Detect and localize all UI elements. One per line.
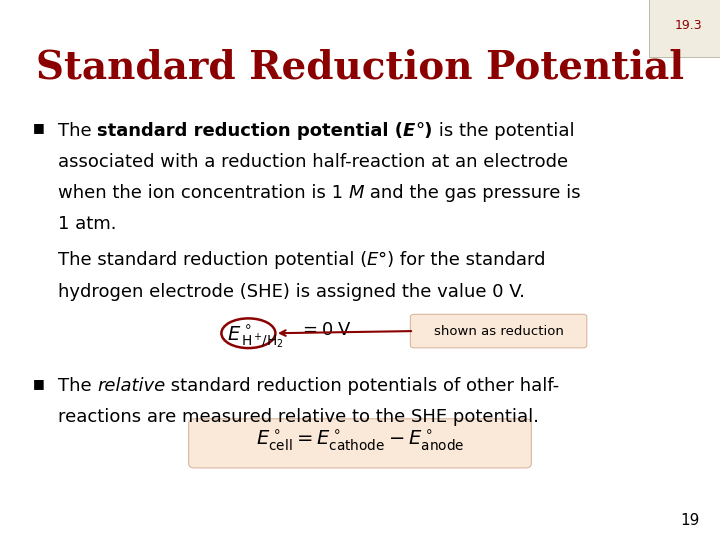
Text: °): °) [415,122,433,139]
Text: M: M [348,184,364,202]
Text: Standard Reduction Potential: Standard Reduction Potential [36,49,684,86]
Text: hydrogen electrode (SHE) is assigned the value 0 V.: hydrogen electrode (SHE) is assigned the… [58,283,525,301]
Text: The standard reduction potential (: The standard reduction potential ( [58,252,367,269]
Text: reactions are measured relative to the SHE potential.: reactions are measured relative to the S… [58,408,539,426]
Text: $E^\circ_{\mathrm{cell}} = E^\circ_{\mathrm{cathode}} - E^\circ_{\mathrm{anode}}: $E^\circ_{\mathrm{cell}} = E^\circ_{\mat… [256,428,464,453]
Text: The: The [58,122,97,139]
Text: 19: 19 [680,513,700,528]
Text: 19.3: 19.3 [675,19,702,32]
FancyBboxPatch shape [189,419,531,468]
Text: $E^\circ_{\,\mathrm{H^+\!/H_2}}$: $E^\circ_{\,\mathrm{H^+\!/H_2}}$ [227,323,284,351]
Text: standard reduction potential (: standard reduction potential ( [97,122,403,139]
Text: E: E [403,122,415,139]
Text: ■: ■ [32,377,44,390]
FancyBboxPatch shape [410,314,587,348]
Text: 1 atm.: 1 atm. [58,215,116,233]
Text: associated with a reduction half-reaction at an electrode: associated with a reduction half-reactio… [58,153,568,171]
Text: and the gas pressure is: and the gas pressure is [364,184,580,202]
Text: shown as reduction: shown as reduction [433,325,564,338]
Text: is the potential: is the potential [433,122,575,139]
Text: $= 0\;\mathrm{V}$: $= 0\;\mathrm{V}$ [299,321,351,339]
Text: E: E [367,252,378,269]
Text: relative: relative [97,377,165,395]
Text: The: The [58,377,97,395]
Text: when the ion concentration is 1: when the ion concentration is 1 [58,184,348,202]
Text: °) for the standard: °) for the standard [378,252,546,269]
Text: ■: ■ [32,122,44,134]
Text: standard reduction potentials of other half-: standard reduction potentials of other h… [165,377,559,395]
